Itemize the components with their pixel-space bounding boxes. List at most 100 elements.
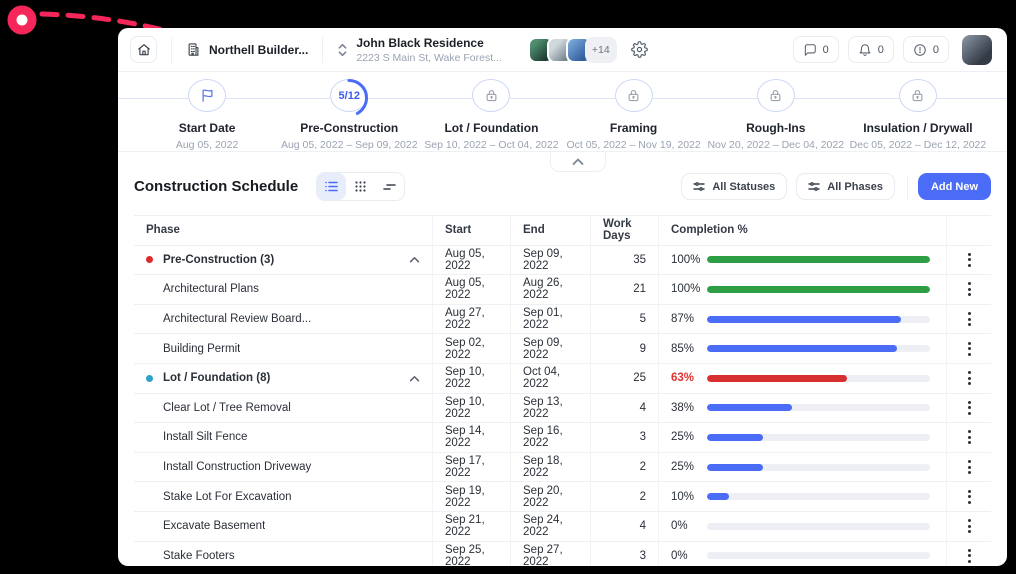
work-days-cell: 3 [591, 423, 659, 452]
row-menu-button[interactable] [964, 249, 975, 271]
milestone-pre-construction[interactable]: 5/12 Pre-Construction Aug 05, 2022 – Sep 0… [278, 72, 420, 151]
milestone-lot-foundation[interactable]: Lot / Foundation Sep 10, 2022 – Oct 04, 2… [420, 72, 562, 151]
completion-cell: 38% [659, 393, 947, 423]
project-selector[interactable]: John Black Residence 2223 S Main St, Wak… [337, 36, 502, 64]
filter-statuses[interactable]: All Statuses [681, 173, 788, 200]
row-menu-button[interactable] [964, 426, 975, 448]
milestone-dates: Sep 10, 2022 – Oct 04, 2022 [424, 139, 559, 151]
row-menu-button[interactable] [964, 456, 975, 478]
progress-bar-fill [707, 285, 930, 293]
comments-button[interactable]: 0 [792, 36, 839, 63]
table-row[interactable]: Excavate Basement Sep 21, 2022 Sep 24, 202… [134, 511, 991, 542]
work-days-cell: 9 [591, 334, 659, 363]
milestone-insulation-drywall[interactable]: Insulation / Drywall Dec 05, 2022 – Dec 1… [847, 72, 989, 151]
team-avatars[interactable]: +14 [527, 36, 617, 63]
progress-bar-track [707, 315, 930, 323]
end-date-cell: Sep 18, 2022 [511, 452, 591, 482]
notifications-button[interactable]: 0 [847, 36, 894, 63]
team-more-count[interactable]: +14 [584, 36, 617, 63]
add-new-button[interactable]: Add New [917, 173, 991, 200]
table-row[interactable]: Stake Lot For Excavation Sep 19, 2022 Sep … [134, 482, 991, 512]
home-button[interactable] [130, 36, 157, 63]
divider [171, 36, 172, 63]
row-menu-button[interactable] [964, 278, 975, 300]
list-view-button[interactable] [317, 173, 347, 200]
filter-phases[interactable]: All Phases [796, 173, 895, 200]
start-date-cell: Sep 10, 2022 [433, 363, 511, 393]
end-date-cell: Oct 04, 2022 [511, 363, 591, 393]
row-menu-button[interactable] [964, 308, 975, 330]
milestone-rough-ins[interactable]: Rough-Ins Nov 20, 2022 – Dec 04, 2022 [705, 72, 847, 151]
table-row[interactable]: Pre-Construction (3) Aug 05, 2022 Sep 09, … [134, 245, 991, 276]
filter-statuses-label: All Statuses [712, 180, 776, 193]
progress-bar-track [707, 345, 930, 353]
work-days-cell: 2 [591, 452, 659, 482]
table-row[interactable]: Stake Footers Sep 25, 2022 Sep 27, 2022 3 0% [134, 541, 991, 566]
milestone-circle [614, 79, 653, 112]
milestone-circle [756, 79, 795, 112]
row-menu-button[interactable] [964, 515, 975, 537]
actions-cell [947, 246, 991, 275]
lock-icon [913, 89, 923, 102]
alerts-button[interactable]: 0 [902, 36, 949, 63]
progress-bar-fill [707, 433, 763, 441]
row-menu-button[interactable] [964, 545, 975, 566]
builder-selector[interactable]: Northell Builder... [186, 42, 308, 57]
progress-bar-fill [707, 404, 792, 412]
timeline-view-button[interactable] [375, 173, 405, 200]
work-days-cell: 4 [591, 393, 659, 423]
table-row[interactable]: Install Silt Fence Sep 14, 2022 Sep 16, 20… [134, 423, 991, 453]
milestone-framing[interactable]: Framing Oct 05, 2022 – Nov 19, 2022 [563, 72, 705, 151]
col-work-days: Work Days [591, 216, 659, 245]
schedule-header: Construction Schedule All Statuses All P… [118, 152, 1007, 213]
work-days-cell: 25 [591, 363, 659, 393]
row-menu-button[interactable] [964, 367, 975, 389]
lock-icon [770, 89, 781, 102]
completion-cell: 25% [659, 452, 947, 482]
table-row[interactable]: Install Construction Driveway Sep 17, 202… [134, 452, 991, 483]
table-row[interactable]: Clear Lot / Tree Removal Sep 10, 2022 Sep … [134, 393, 991, 424]
milestone-circle [188, 79, 227, 112]
completion-cell: 0% [659, 541, 947, 566]
notifications-count: 0 [877, 43, 884, 56]
progress-bar-fill [707, 463, 763, 471]
end-date-cell: Sep 09, 2022 [511, 245, 591, 275]
progress-bar-fill [707, 315, 901, 323]
milestone-start-date[interactable]: Start Date Aug 05, 2022 [136, 72, 278, 151]
progress-bar-fill [707, 345, 897, 353]
phase-cell: Architectural Plans [134, 275, 433, 304]
view-toggle-group [316, 172, 406, 201]
row-menu-button[interactable] [964, 486, 975, 508]
row-menu-button[interactable] [964, 397, 975, 419]
progress-bar-fill [707, 256, 930, 264]
collapse-milestones-button[interactable] [550, 152, 606, 172]
top-bar: Northell Builder... John Black Residence… [118, 28, 1007, 72]
user-avatar[interactable] [962, 34, 992, 65]
progress-bar-track [707, 522, 930, 530]
list-view-icon [325, 181, 338, 192]
building-icon [188, 43, 199, 56]
table-row[interactable]: Architectural Plans Aug 05, 2022 Aug 26, 2… [134, 275, 991, 305]
milestones-section: Start Date Aug 05, 2022 5/12 Pre-Constructi… [118, 72, 1007, 152]
phase-cell: Clear Lot / Tree Removal [134, 393, 433, 423]
completion-cell: 25% [659, 423, 947, 452]
end-date-cell: Aug 26, 2022 [511, 275, 591, 304]
phase-status-dot [146, 374, 153, 382]
completion-percent: 100% [671, 283, 701, 296]
actions-cell [947, 542, 991, 566]
chevron-updown-icon [338, 43, 347, 56]
actions-cell [947, 482, 991, 511]
table-row[interactable]: Architectural Review Board... Aug 27, 202… [134, 304, 991, 335]
row-menu-button[interactable] [964, 338, 975, 360]
chevron-up-icon [409, 257, 420, 263]
actions-cell [947, 453, 991, 482]
grid-view-button[interactable] [346, 173, 376, 200]
milestone-dates: Oct 05, 2022 – Nov 19, 2022 [566, 139, 701, 151]
table-row[interactable]: Building Permit Sep 02, 2022 Sep 09, 2022 9… [134, 334, 991, 364]
collapse-group-button[interactable] [409, 256, 420, 263]
phase-name: Stake Lot For Excavation [163, 490, 292, 503]
collapse-group-button[interactable] [409, 375, 420, 382]
team-settings-button[interactable] [630, 41, 648, 58]
end-date-cell: Sep 27, 2022 [511, 541, 591, 566]
table-row[interactable]: Lot / Foundation (8) Sep 10, 2022 Oct 04, … [134, 363, 991, 394]
